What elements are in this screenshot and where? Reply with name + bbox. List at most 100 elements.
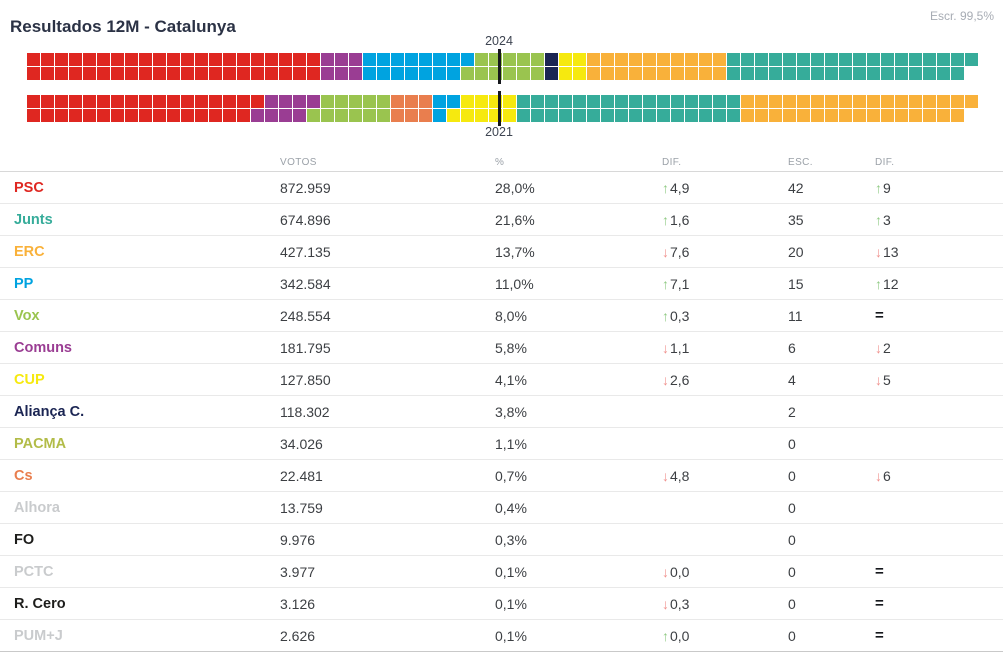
seat-strip-2024 xyxy=(27,53,978,80)
seat-square xyxy=(209,95,222,108)
percent-value: 13,7% xyxy=(495,243,535,260)
seat-square xyxy=(783,67,796,80)
seat-square xyxy=(55,67,68,80)
seat-square xyxy=(125,53,138,66)
percent-value: 5,8% xyxy=(495,339,527,356)
party-name: PP xyxy=(14,275,34,292)
dif-value: 0,0 xyxy=(670,563,690,580)
seat-square xyxy=(685,95,698,108)
arrow-down-icon: ↓ xyxy=(662,371,669,388)
dif-seats: ↓13 xyxy=(875,244,1003,260)
seat-square xyxy=(909,109,922,122)
seat-square xyxy=(125,109,138,122)
seat-square xyxy=(629,53,642,66)
seat-square xyxy=(433,95,446,108)
seats-value: 6 xyxy=(788,339,796,356)
seat-square xyxy=(293,67,306,80)
seat-square xyxy=(699,53,712,66)
seat-square xyxy=(657,95,670,108)
seat-square xyxy=(937,67,950,80)
dif-seats: = xyxy=(875,595,1003,612)
seat-square xyxy=(335,53,348,66)
seat-square xyxy=(881,67,894,80)
dif-percent: ↑4,9 xyxy=(662,180,788,196)
dif-value: 12 xyxy=(883,275,899,292)
seat-square xyxy=(895,95,908,108)
votes-value: 342.584 xyxy=(280,275,331,292)
seat-square xyxy=(97,95,110,108)
seat-square xyxy=(181,95,194,108)
votes-value: 13.759 xyxy=(280,499,323,516)
seat-square xyxy=(727,53,740,66)
seat-square xyxy=(741,95,754,108)
seat-square xyxy=(881,53,894,66)
seat-square xyxy=(279,67,292,80)
seat-square xyxy=(419,95,432,108)
seat-square xyxy=(153,109,166,122)
seat-square xyxy=(461,53,474,66)
seat-square xyxy=(405,53,418,66)
table-row: PSC 872.959 28,0% ↑4,9 42 ↑9 xyxy=(0,172,1003,204)
seat-square xyxy=(825,109,838,122)
scrutiny-percentage: Escr. 99,5% xyxy=(929,9,994,23)
seat-square xyxy=(167,95,180,108)
seat-square xyxy=(685,67,698,80)
seat-square xyxy=(671,109,684,122)
seat-square xyxy=(321,53,334,66)
percent-value: 4,1% xyxy=(495,371,527,388)
table-row: PUM+J 2.626 0,1% ↑0,0 0 = xyxy=(0,620,1003,652)
dif-value: 9 xyxy=(883,179,891,196)
seat-square xyxy=(265,67,278,80)
seat-square xyxy=(629,95,642,108)
percent-value: 0,1% xyxy=(495,627,527,644)
seat-square xyxy=(909,95,922,108)
year-label-2021: 2021 xyxy=(485,125,513,139)
seat-square xyxy=(83,109,96,122)
dif-percent: ↑0,0 xyxy=(662,628,788,644)
table-row: Cs 22.481 0,7% ↓4,8 0 ↓6 xyxy=(0,460,1003,492)
seat-square xyxy=(209,109,222,122)
seat-square xyxy=(587,95,600,108)
seat-square xyxy=(41,53,54,66)
table-row: FO 9.976 0,3% 0 xyxy=(0,524,1003,556)
arrow-up-icon: ↑ xyxy=(662,275,669,292)
seat-square xyxy=(153,53,166,66)
table-row: CUP 127.850 4,1% ↓2,6 4 ↓5 xyxy=(0,364,1003,396)
seat-square xyxy=(405,95,418,108)
seat-square xyxy=(629,109,642,122)
dif-value: 2 xyxy=(883,339,891,356)
seat-square xyxy=(545,109,558,122)
seat-square xyxy=(251,95,264,108)
seat-square xyxy=(237,53,250,66)
table-row: Comuns 181.795 5,8% ↓1,1 6 ↓2 xyxy=(0,332,1003,364)
seat-square xyxy=(951,53,964,66)
seat-square xyxy=(951,67,964,80)
table-header: VOTOS % DIF. ESC. DIF. xyxy=(0,150,1003,172)
arrow-down-icon: ↓ xyxy=(662,563,669,580)
dif-percent: ↓0,0 xyxy=(662,564,788,580)
percent-value: 0,4% xyxy=(495,499,527,516)
seat-square xyxy=(657,53,670,66)
seat-square xyxy=(713,53,726,66)
seat-square xyxy=(377,67,390,80)
column-header-percent: % xyxy=(495,157,505,168)
majority-line-2024 xyxy=(498,49,501,84)
dif-value: 0,0 xyxy=(670,627,690,644)
seat-square xyxy=(727,67,740,80)
seat-square xyxy=(97,53,110,66)
seat-square xyxy=(265,53,278,66)
dif-value: 3 xyxy=(883,211,891,228)
seat-square xyxy=(601,67,614,80)
seat-square xyxy=(811,109,824,122)
seat-square xyxy=(391,109,404,122)
party-name: Cs xyxy=(14,467,33,484)
seat-strip-2021 xyxy=(27,95,978,122)
seat-square xyxy=(251,53,264,66)
seat-square xyxy=(321,95,334,108)
seat-square xyxy=(825,53,838,66)
seat-square xyxy=(755,95,768,108)
arrow-up-icon: ↑ xyxy=(875,211,882,228)
arrow-up-icon: ↑ xyxy=(662,211,669,228)
seat-square xyxy=(307,95,320,108)
seat-square xyxy=(83,95,96,108)
